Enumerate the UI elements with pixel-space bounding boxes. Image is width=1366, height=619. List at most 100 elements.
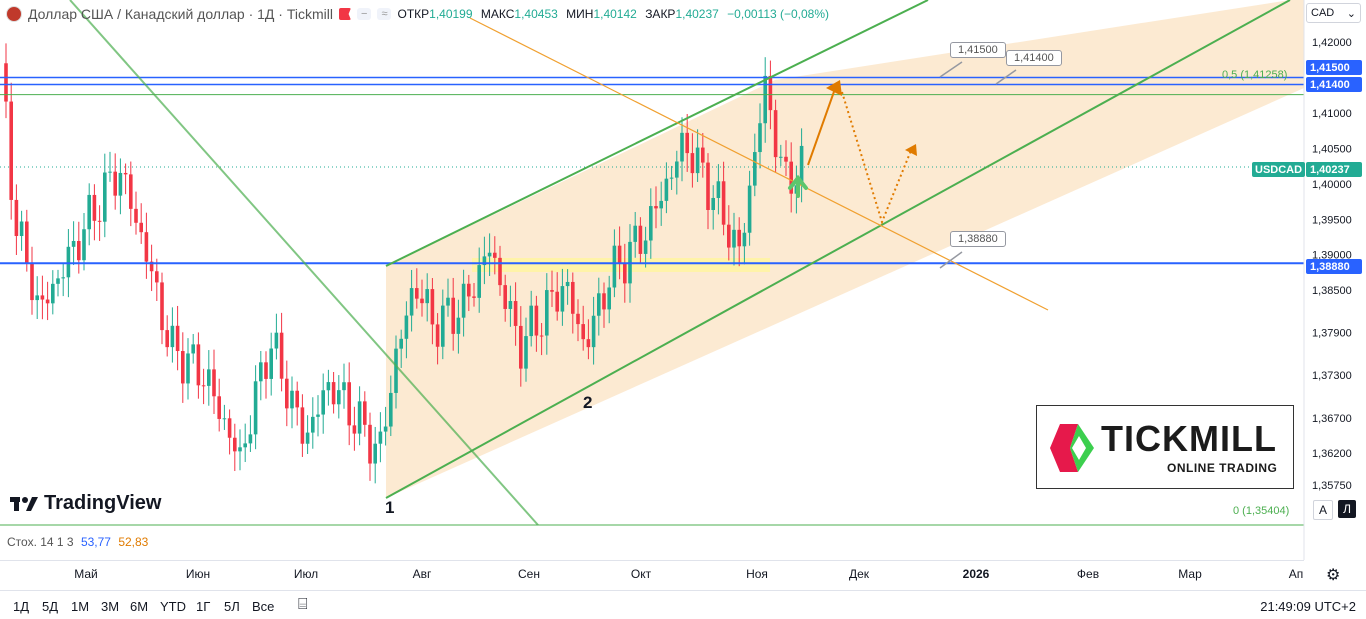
candle — [389, 375, 393, 437]
candle-body — [352, 425, 357, 434]
price-tick-label: 1,40500 — [1312, 143, 1352, 155]
candle — [430, 278, 435, 345]
candle — [597, 277, 601, 336]
candle-body — [669, 177, 674, 179]
candle — [716, 164, 721, 215]
candle — [285, 360, 289, 427]
candle-body — [248, 434, 253, 444]
candle-body — [519, 325, 523, 369]
candle — [207, 350, 211, 406]
candle — [201, 368, 206, 405]
candle — [758, 103, 762, 169]
price-axis: 1,42000 1,41000 1,40500 1,40000 1,39500 1,390… — [1303, 0, 1366, 560]
exchange-icon — [339, 8, 351, 20]
settings-gear-icon[interactable]: ⚙ — [1326, 567, 1341, 584]
stoch-k: 53,77 — [80, 535, 111, 549]
range-1m-button[interactable]: 1М — [71, 599, 90, 614]
candle-body — [149, 261, 154, 272]
candle — [87, 183, 91, 246]
range-3m-button[interactable]: 3М — [101, 599, 120, 614]
candle-body — [347, 382, 351, 426]
range-1y-button[interactable]: 1Г — [196, 599, 211, 614]
calendar-range-icon[interactable]: ⌸ — [298, 596, 308, 613]
candle-body — [773, 110, 778, 158]
minus-badge[interactable]: − — [357, 8, 372, 20]
candle — [545, 273, 549, 355]
price-tick-label: 1,37300 — [1312, 370, 1352, 382]
approx-badge[interactable]: ≈ — [377, 8, 392, 20]
symbol-title[interactable]: Доллар США / Канадский доллар · 1Д · Tic… — [28, 6, 333, 22]
candle-body — [534, 305, 539, 336]
candle-body — [155, 271, 159, 283]
time-axis[interactable]: Май Июн Июл Авг Сен Окт Ноя Дек 2026 Фев… — [0, 560, 1340, 588]
tickmill-icon — [1050, 424, 1094, 472]
candle-body — [409, 288, 414, 316]
candle-body — [342, 382, 346, 391]
range-6m-button[interactable]: 6М — [130, 599, 149, 614]
candle-body — [82, 229, 86, 261]
candle-body — [638, 225, 643, 254]
callout-141400[interactable]: 1,41400 — [1006, 50, 1062, 66]
candle-body — [300, 407, 305, 444]
candle-body — [238, 447, 242, 452]
range-5y-button[interactable]: 5Л — [224, 599, 240, 614]
candle — [623, 243, 627, 303]
candle — [451, 277, 455, 351]
candle-body — [649, 206, 653, 241]
candle — [30, 246, 34, 315]
wave-label-1: 1 — [385, 498, 395, 517]
candle-body — [560, 286, 565, 312]
candle-body — [118, 172, 123, 196]
candle-body — [461, 283, 466, 318]
candle — [581, 305, 585, 351]
candle-body — [97, 220, 102, 222]
candle-body — [711, 197, 715, 211]
candle-body — [508, 301, 513, 309]
callout-141500[interactable]: 1,41500 — [950, 42, 1006, 58]
candle-body — [602, 293, 606, 310]
candle — [217, 378, 221, 432]
candle — [342, 363, 346, 409]
tickmill-name: TICKMILL — [1101, 418, 1277, 459]
price-tag-top2: 1,41400 — [1306, 77, 1362, 92]
range-ytd-button[interactable]: YTD — [160, 599, 186, 614]
price-axis-bg — [1304, 0, 1366, 560]
candle — [404, 301, 409, 359]
range-all-button[interactable]: Все — [252, 599, 275, 614]
stoch-indicator[interactable]: Стох. 14 1 3 53,77 52,83 — [7, 535, 149, 549]
candle — [56, 269, 60, 297]
chart-header: Доллар США / Канадский доллар · 1Д · Tic… — [6, 4, 834, 24]
candle-body — [227, 418, 232, 438]
candle-body — [451, 297, 455, 334]
candle-body — [181, 351, 185, 384]
ohlc-values: ОТКР1,40199 МАКС1,40453 МИН1,40142 ЗАКР1… — [397, 7, 830, 21]
bottom-toolbar: 1Д 5Д 1М 3М 6М YTD 1Г 5Л Все ⌸ 21:49:09 … — [0, 590, 1366, 619]
clock[interactable]: 21:49:09 UTC+2 — [1260, 599, 1356, 614]
candle — [264, 351, 268, 399]
candle-body — [243, 443, 247, 448]
candle-body — [591, 315, 596, 348]
tradingview-logo[interactable]: TradingView — [10, 492, 161, 515]
candle — [753, 133, 757, 197]
auto-scale-button[interactable]: A — [1313, 500, 1333, 520]
month-label: Окт — [630, 567, 652, 581]
candle-body — [685, 132, 689, 154]
candle — [305, 415, 310, 454]
candle — [196, 332, 201, 399]
candle-body — [394, 348, 398, 393]
callout-138880[interactable]: 1,38880 — [950, 231, 1006, 247]
candle-body — [129, 174, 133, 209]
log-scale-button[interactable]: Л — [1338, 500, 1356, 518]
month-label: Сен — [518, 567, 540, 581]
candle — [669, 165, 674, 190]
currency-select[interactable]: CAD ⌄ — [1306, 3, 1361, 23]
candle — [227, 409, 232, 455]
channel-fill — [386, 0, 1304, 498]
range-5d-button[interactable]: 5Д — [42, 599, 59, 614]
candle-body — [529, 305, 533, 337]
candle — [321, 373, 325, 434]
range-1d-button[interactable]: 1Д — [13, 599, 30, 614]
candle-body — [66, 246, 71, 278]
candle-body — [295, 390, 299, 408]
